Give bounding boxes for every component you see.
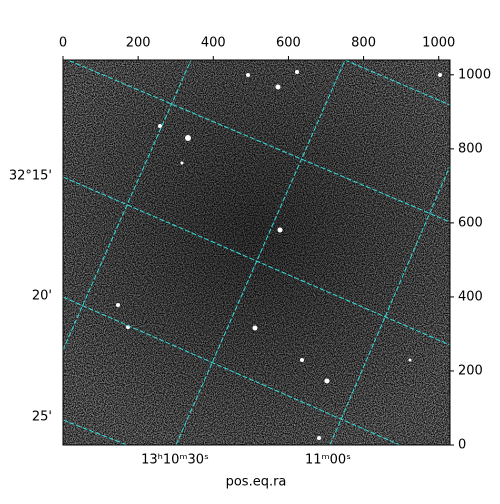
dec-tick-label: 32°15': [9, 169, 52, 184]
coordinate-grid: [63, 60, 450, 445]
frame: [62, 59, 451, 446]
sky-image: [63, 60, 450, 445]
y-tick-label: 600: [458, 215, 483, 230]
y-tick-label: 400: [458, 289, 483, 304]
y-tick-label: 200: [458, 363, 483, 378]
y-tick-label: 1000: [458, 67, 491, 82]
dec-tick-label: 20': [32, 289, 52, 304]
stars: [116, 70, 442, 440]
x-tick-label: 200: [126, 36, 151, 51]
ra-tick-label: 13ʰ10ᵐ30ˢ: [141, 453, 209, 468]
x-tick-label: 400: [201, 36, 226, 51]
x-tick-label: 1000: [422, 36, 455, 51]
x-tick-label: 0: [59, 36, 67, 51]
x-tick-label: 600: [276, 36, 301, 51]
y-tick-label: 800: [458, 141, 483, 156]
ra-tick-label: 11ᵐ00ˢ: [305, 453, 351, 468]
y-tick-label: 0: [458, 438, 466, 453]
x-tick-label: 800: [351, 36, 376, 51]
dec-tick-label: 25': [32, 410, 52, 425]
x-axis-label: pos.eq.ra: [226, 475, 287, 490]
